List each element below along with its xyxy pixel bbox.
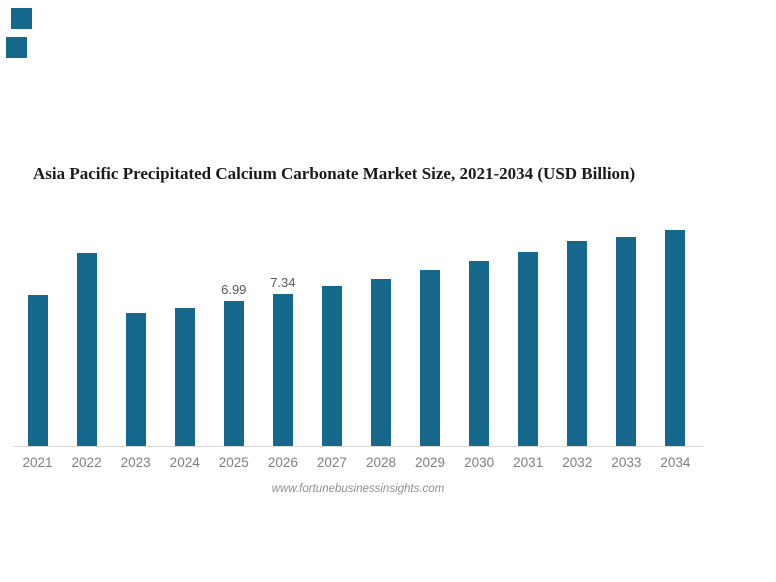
bar-2029 — [420, 270, 441, 446]
x-tick-2024: 2024 — [169, 455, 200, 470]
x-tick-2026: 2026 — [267, 455, 298, 470]
x-tick-2030: 2030 — [464, 455, 495, 470]
bar-2028 — [370, 278, 391, 446]
x-tick-2029: 2029 — [415, 455, 446, 470]
bar-2034 — [665, 230, 686, 446]
x-tick-2031: 2031 — [513, 455, 544, 470]
bar-2033 — [616, 236, 637, 446]
x-axis-line — [13, 446, 703, 447]
bar-2023 — [125, 313, 146, 446]
x-tick-2027: 2027 — [316, 455, 347, 470]
bar-2031 — [518, 251, 539, 446]
bar-2030 — [469, 261, 490, 446]
bar-plot: 6.99 7.34 — [0, 186, 776, 446]
decorative-square-top — [11, 8, 32, 29]
bar-2026 — [272, 293, 293, 446]
x-tick-2023: 2023 — [120, 455, 151, 470]
x-tick-2028: 2028 — [365, 455, 397, 470]
chart-title: Asia Pacific Precipitated Calcium Carbon… — [33, 164, 636, 183]
source-url: www.fortunebusinessinsights.com — [271, 483, 445, 495]
bar-2024 — [174, 308, 195, 446]
bar-value-label-2026: 7.34 — [270, 274, 296, 290]
x-tick-2032: 2032 — [562, 455, 593, 470]
x-tick-2034: 2034 — [660, 455, 691, 470]
bar-2022 — [76, 252, 97, 446]
x-tick-2022: 2022 — [71, 455, 102, 470]
x-tick-2033: 2033 — [611, 455, 642, 470]
bar-value-label-2025: 6.99 — [221, 282, 247, 297]
decorative-square-bottom — [6, 37, 27, 58]
x-tick-2025: 2025 — [218, 455, 249, 470]
bar-2032 — [567, 241, 588, 446]
x-tick-2021: 2021 — [22, 455, 53, 470]
bar-2025 — [223, 301, 244, 446]
bar-2021 — [27, 295, 48, 446]
x-axis-labels: 2021 2022 2023 2024 2025 2026 2027 2028 2029 2030… — [0, 455, 776, 473]
bar-2027 — [321, 286, 342, 446]
